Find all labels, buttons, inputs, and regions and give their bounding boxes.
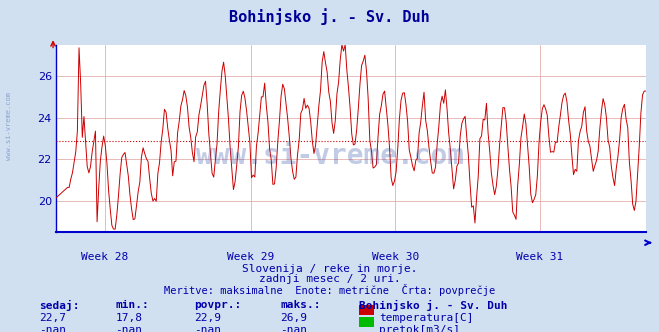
Text: zadnji mesec / 2 uri.: zadnji mesec / 2 uri. [258,274,401,284]
Text: -nan: -nan [194,325,221,332]
Text: sedaj:: sedaj: [40,300,80,311]
Text: Meritve: maksimalne  Enote: metrične  Črta: povprečje: Meritve: maksimalne Enote: metrične Črta… [164,284,495,296]
Text: min.:: min.: [115,300,149,310]
Text: Week 31: Week 31 [516,252,563,262]
Text: povpr.:: povpr.: [194,300,242,310]
Text: 17,8: 17,8 [115,313,142,323]
Text: Week 28: Week 28 [81,252,129,262]
Text: -nan: -nan [40,325,67,332]
Text: Week 29: Week 29 [227,252,274,262]
Text: Bohinjsko j. - Sv. Duh: Bohinjsko j. - Sv. Duh [229,8,430,25]
Text: pretok[m3/s]: pretok[m3/s] [379,325,460,332]
Text: Slovenija / reke in morje.: Slovenija / reke in morje. [242,264,417,274]
Text: www.si-vreme.com: www.si-vreme.com [5,92,12,160]
Text: Week 30: Week 30 [372,252,418,262]
Text: Bohinjsko j. - Sv. Duh: Bohinjsko j. - Sv. Duh [359,300,507,311]
Text: -nan: -nan [115,325,142,332]
Text: maks.:: maks.: [280,300,320,310]
Text: -nan: -nan [280,325,307,332]
Text: 22,7: 22,7 [40,313,67,323]
Text: www.si-vreme.com: www.si-vreme.com [196,142,463,170]
Text: temperatura[C]: temperatura[C] [379,313,473,323]
Text: 22,9: 22,9 [194,313,221,323]
Text: 26,9: 26,9 [280,313,307,323]
